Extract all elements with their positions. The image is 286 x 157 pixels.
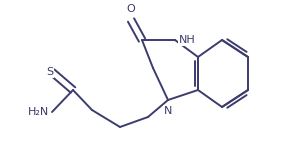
Text: O: O [127,4,135,14]
Text: S: S [46,67,53,77]
Text: NH: NH [179,35,196,45]
Text: H₂N: H₂N [28,107,49,117]
Text: N: N [164,106,172,116]
